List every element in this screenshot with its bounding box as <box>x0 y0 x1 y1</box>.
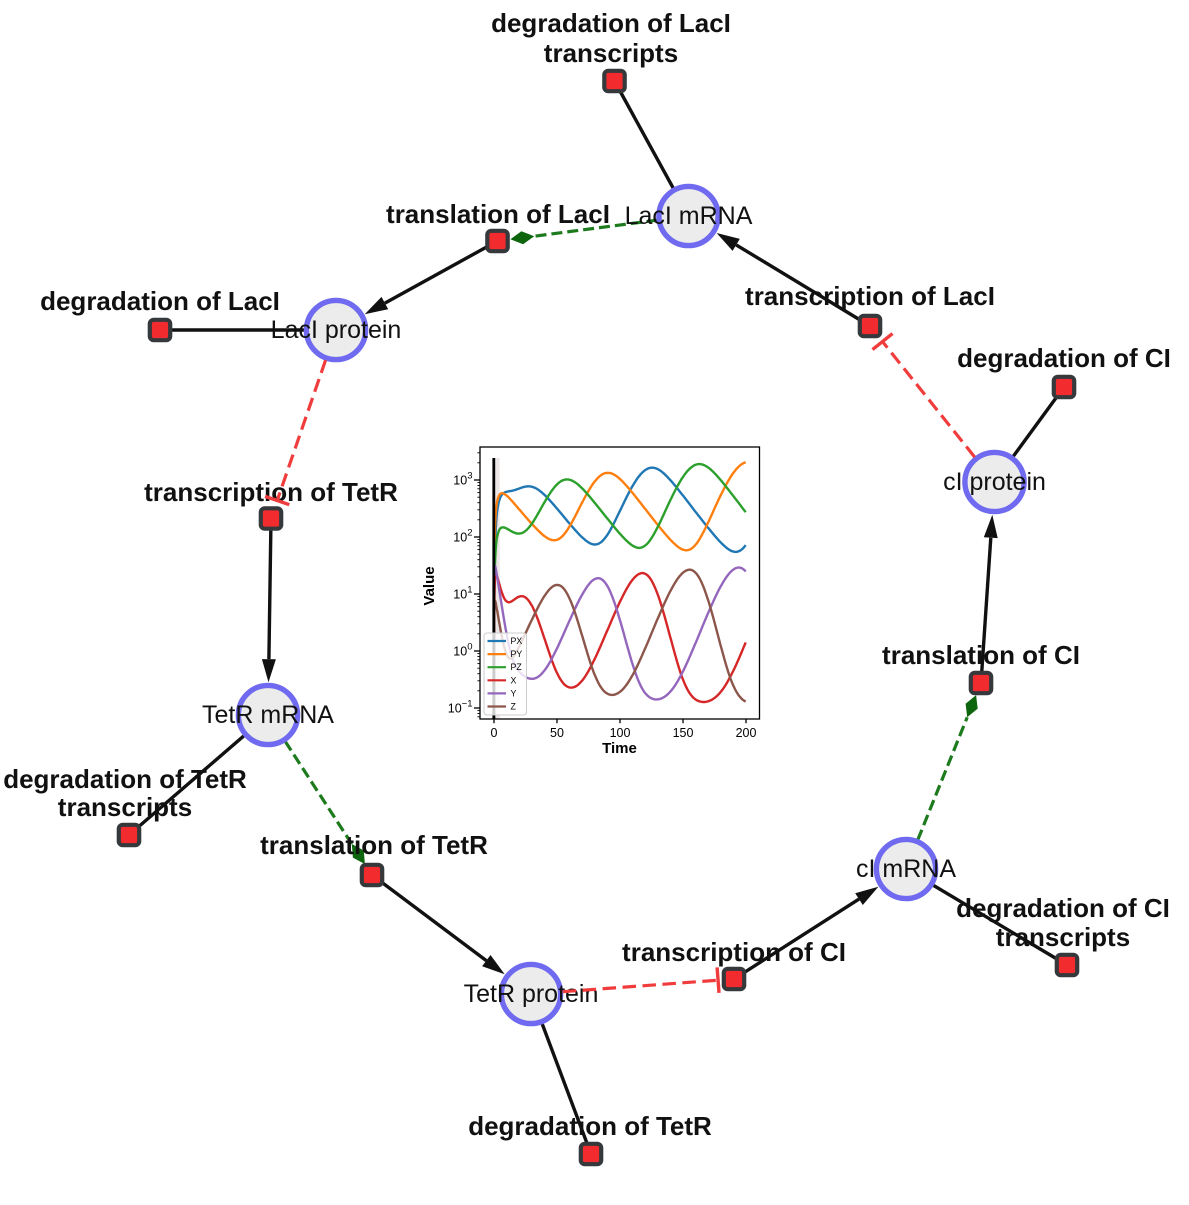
svg-text:translation of CI: translation of CI <box>882 640 1080 670</box>
svg-text:100: 100 <box>610 726 631 740</box>
svg-text:transcription of LacI: transcription of LacI <box>745 281 995 311</box>
svg-text:LacI protein: LacI protein <box>271 316 402 344</box>
svg-text:translation of TetR: translation of TetR <box>260 830 488 860</box>
svg-text:cI protein: cI protein <box>943 468 1046 496</box>
svg-text:transcripts: transcripts <box>996 922 1130 952</box>
svg-text:PY: PY <box>511 649 523 659</box>
svg-text:Value: Value <box>421 566 438 605</box>
svg-text:transcripts: transcripts <box>58 792 192 822</box>
svg-text:150: 150 <box>673 726 694 740</box>
svg-text:0: 0 <box>491 726 498 740</box>
svg-text:transcription of TetR: transcription of TetR <box>144 477 398 507</box>
svg-text:translation of LacI: translation of LacI <box>386 199 610 229</box>
svg-text:degradation of LacI: degradation of LacI <box>491 8 731 38</box>
svg-text:50: 50 <box>550 726 564 740</box>
svg-text:cI mRNA: cI mRNA <box>856 855 956 883</box>
svg-text:degradation of TetR: degradation of TetR <box>3 764 247 794</box>
svg-text:degradation of CI: degradation of CI <box>956 893 1170 923</box>
svg-text:X: X <box>511 675 517 685</box>
svg-text:transcription of CI: transcription of CI <box>622 937 846 967</box>
svg-text:PZ: PZ <box>511 662 523 672</box>
svg-text:degradation of LacI: degradation of LacI <box>40 286 280 316</box>
svg-text:degradation of TetR: degradation of TetR <box>468 1111 712 1141</box>
svg-text:degradation of CI: degradation of CI <box>957 343 1171 373</box>
svg-text:Z: Z <box>511 702 517 712</box>
svg-text:PX: PX <box>511 636 523 646</box>
svg-text:Time: Time <box>602 740 637 757</box>
svg-text:TetR protein: TetR protein <box>464 980 599 1008</box>
svg-text:200: 200 <box>736 726 757 740</box>
svg-text:Y: Y <box>511 688 517 698</box>
svg-text:transcripts: transcripts <box>544 38 678 68</box>
svg-text:TetR mRNA: TetR mRNA <box>202 701 334 729</box>
svg-text:LacI mRNA: LacI mRNA <box>625 202 753 230</box>
